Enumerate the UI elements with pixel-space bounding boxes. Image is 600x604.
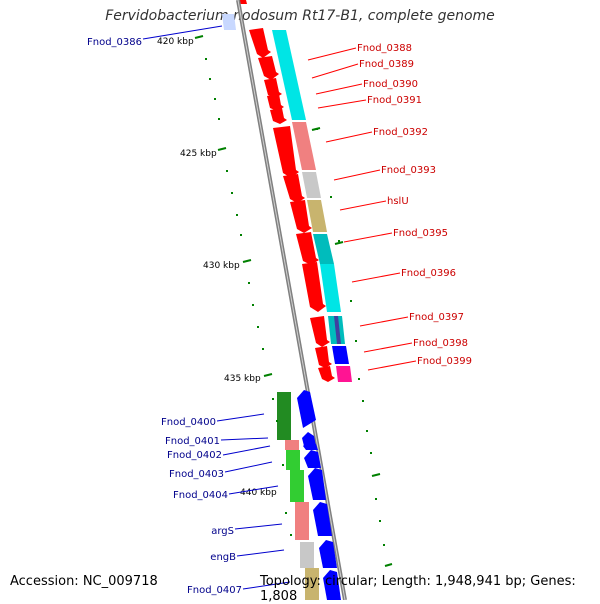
gene-label[interactable]: engB (210, 552, 236, 563)
gene-label[interactable]: Fnod_0399 (417, 356, 472, 367)
gene-label[interactable]: Fnod_0390 (363, 79, 418, 90)
reverse-cog-blocks (277, 392, 319, 600)
gene-arrow (258, 56, 279, 80)
gene-label[interactable]: Fnod_0403 (169, 469, 224, 480)
scale-label: 430 kbp (203, 261, 240, 271)
cog-block (290, 470, 304, 502)
gene-arrow (267, 94, 284, 111)
gene-arrow (296, 232, 319, 265)
scale-ticks (194, 35, 393, 567)
cog-block (307, 200, 327, 232)
cog-block (277, 392, 291, 440)
gene-label[interactable]: Fnod_0400 (161, 417, 216, 428)
gene-label[interactable]: Fnod_0398 (413, 338, 468, 349)
gene-label[interactable]: Fnod_0401 (165, 436, 220, 447)
gene-label[interactable]: Fnod_0397 (409, 312, 464, 323)
gene-label[interactable]: Fnod_0395 (393, 228, 448, 239)
cog-block (320, 264, 341, 312)
right-gene-labels: Fnod_0388 Fnod_0389 Fnod_0390 Fnod_0391 … (357, 43, 472, 367)
cog-block (313, 234, 334, 264)
left-gene-leaders (142, 25, 291, 590)
gene-arrow (302, 262, 326, 312)
cog-block (332, 346, 349, 364)
gene-arrow (310, 316, 330, 347)
cog-block (292, 122, 316, 170)
gene-arrow (318, 366, 335, 382)
gene-label[interactable]: Fnod_0386 (87, 37, 142, 48)
gene-arrow (323, 570, 341, 600)
gene-label[interactable]: hslU (387, 196, 409, 207)
gene-label[interactable]: Fnod_0407 (187, 585, 242, 596)
gene-arrow (315, 346, 332, 368)
gene-label[interactable]: Fnod_0389 (359, 59, 414, 70)
gene-arrow (249, 28, 271, 58)
gene-arrow (273, 126, 299, 178)
gene-arrow (270, 108, 287, 124)
gene-arrow (290, 200, 312, 233)
gene-label[interactable]: Fnod_0396 (401, 268, 456, 279)
gene-label[interactable]: Fnod_0388 (357, 43, 412, 54)
gene-fragment-top (222, 14, 236, 30)
cog-block (285, 440, 299, 450)
scale-label: 420 kbp (157, 37, 194, 47)
right-gene-leaders (307, 47, 417, 371)
left-gene-labels: Fnod_0386 Fnod_0400 Fnod_0401 Fnod_0402 … (87, 37, 242, 596)
map-title: Fervidobacterium nodosum Rt17-B1, comple… (105, 8, 495, 24)
cog-block (300, 542, 314, 568)
forward-strand-genes (249, 28, 335, 382)
forward-cog-blocks (272, 30, 352, 382)
scale-labels: 420 kbp 425 kbp 430 kbp 435 kbp 440 kbp (157, 37, 277, 498)
gene-label[interactable]: Fnod_0404 (173, 490, 228, 501)
gene-arrow (319, 540, 337, 568)
gene-label[interactable]: argS (211, 526, 234, 537)
cog-block (305, 568, 319, 600)
gene-label[interactable]: Fnod_0393 (381, 165, 436, 176)
scale-label: 435 kbp (224, 374, 261, 384)
gene-arrow (303, 440, 318, 450)
cog-block (336, 366, 352, 382)
cog-block (272, 30, 306, 120)
gene-arrow (297, 390, 316, 428)
gene-arrow (308, 468, 326, 500)
gene-arrow (304, 450, 321, 468)
gene-arrow (283, 174, 305, 203)
gene-arrow (264, 78, 282, 98)
scale-label: 440 kbp (240, 488, 277, 498)
cog-block (295, 502, 309, 540)
gene-label[interactable]: Fnod_0402 (167, 450, 222, 461)
cog-block (302, 172, 321, 198)
reverse-strand-genes (297, 390, 341, 600)
gene-label[interactable]: Fnod_0392 (373, 127, 428, 138)
genome-backbone-inner (237, 0, 346, 600)
accession-text: Accession: NC_009718 (10, 574, 158, 589)
scale-label: 425 kbp (180, 149, 217, 159)
cog-block (334, 316, 341, 344)
gene-arrow (313, 502, 332, 536)
cog-block (286, 450, 300, 470)
gene-label[interactable]: Fnod_0391 (367, 95, 422, 106)
